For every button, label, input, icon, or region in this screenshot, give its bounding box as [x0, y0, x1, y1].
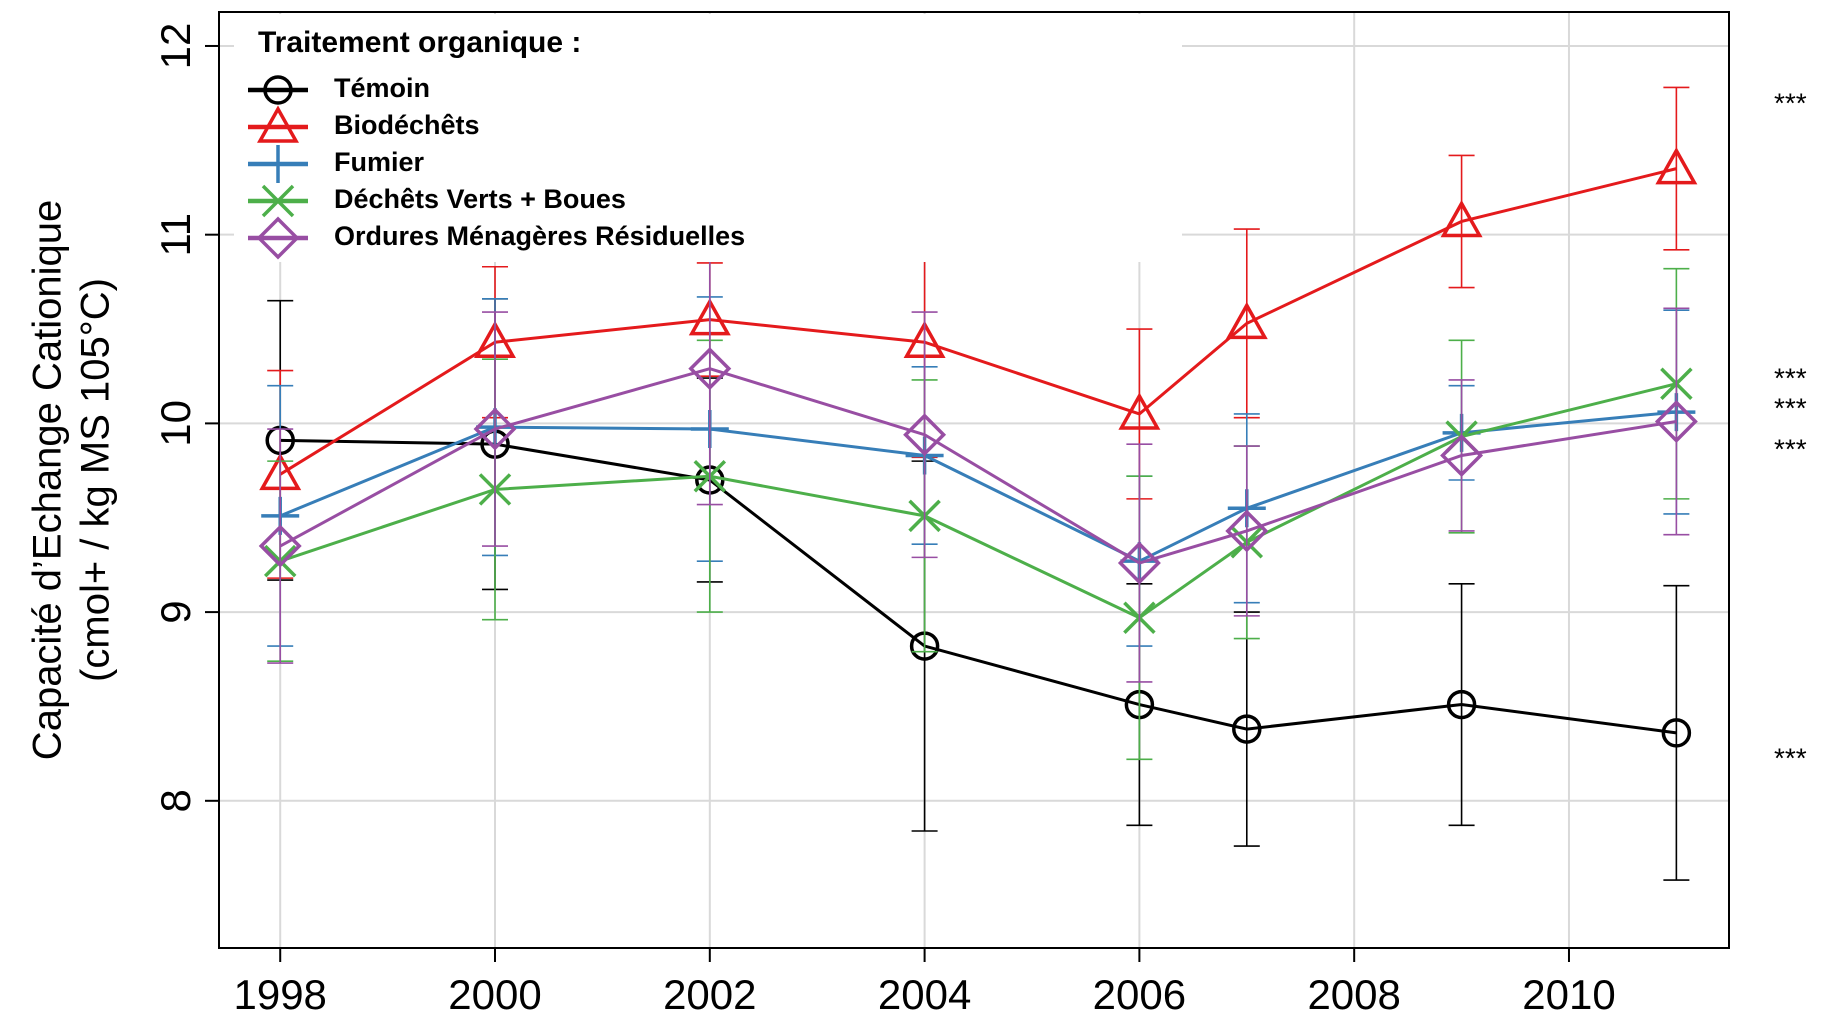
legend-marker — [256, 216, 300, 260]
marker — [1225, 301, 1268, 340]
x-tick-label: 2002 — [663, 971, 756, 1018]
marker — [473, 407, 517, 451]
legend-label: Témoin — [334, 73, 430, 103]
y-axis-title-line: Capacité d’Echange Cationique — [26, 200, 70, 760]
marker — [1440, 433, 1484, 477]
significance-label: *** — [1774, 87, 1807, 118]
series — [263, 267, 1693, 761]
legend-label: Biodéchêts — [334, 110, 480, 140]
series — [261, 296, 1696, 647]
legend-label: Fumier — [334, 147, 425, 177]
marker — [258, 524, 302, 568]
y-tick-label: 8 — [152, 789, 199, 812]
x-tick-label: 2006 — [1093, 971, 1186, 1018]
plot-frame — [218, 11, 1730, 949]
marker — [1232, 714, 1262, 744]
y-tick-label: 10 — [152, 400, 199, 447]
legend-item: Fumier — [248, 145, 425, 183]
error-bar — [1663, 307, 1690, 536]
series-line — [279, 367, 1677, 565]
marker — [1661, 718, 1692, 748]
error-bar — [1663, 584, 1690, 881]
x-tick-label: 1998 — [233, 971, 326, 1018]
series-line — [280, 438, 1677, 735]
y-tick-label: 11 — [152, 213, 199, 257]
marker — [1117, 541, 1161, 585]
series-line — [279, 167, 1677, 476]
legend-marker — [257, 105, 299, 143]
marker — [1440, 199, 1483, 238]
marker — [1654, 400, 1698, 443]
legend-item: Ordures Ménagères Résiduelles — [248, 216, 745, 260]
significance-label: *** — [1774, 362, 1807, 393]
legend-label: Ordures Ménagères Résiduelles — [334, 221, 745, 251]
y-axis-title-line: (cmol+ / kg MS 105°C) — [74, 278, 118, 682]
significance-label: *** — [1774, 433, 1807, 464]
legend: Traitement organique : Témoin Biodéchêts Fu… — [234, 14, 1182, 262]
marker — [688, 347, 732, 391]
marker — [1655, 147, 1698, 185]
series-line — [279, 410, 1677, 563]
y-tick-label: 12 — [152, 23, 199, 70]
legend-box — [234, 14, 1182, 262]
series — [258, 231, 1698, 683]
series — [265, 298, 1692, 881]
marker — [1225, 509, 1269, 553]
significance-label: *** — [1774, 392, 1807, 423]
error-bar — [1663, 86, 1690, 251]
x-tick-label: 2008 — [1307, 971, 1400, 1018]
x-tick-label: 2000 — [448, 971, 541, 1018]
legend-title: Traitement organique : — [258, 26, 581, 59]
legend-label: Déchêts Verts + Boues — [334, 184, 626, 214]
marker — [1446, 689, 1477, 720]
legend-marker — [261, 184, 295, 218]
legend-marker — [263, 75, 293, 105]
x-tick-label: 2004 — [878, 971, 971, 1018]
y-tick-label: 9 — [152, 600, 199, 623]
x-tick-label: 2010 — [1522, 971, 1615, 1018]
y-axis-title: Capacité d’Echange Cationique (cmol+ / k… — [26, 200, 118, 760]
legend-item: Témoin — [248, 73, 430, 105]
legend-item: Biodéchêts — [248, 105, 480, 143]
marker — [903, 413, 947, 457]
series-line — [279, 382, 1677, 620]
significance-label: *** — [1774, 742, 1807, 773]
legend-item: Déchêts Verts + Boues — [248, 184, 626, 218]
legend-marker — [259, 145, 297, 183]
marker — [1118, 392, 1161, 430]
